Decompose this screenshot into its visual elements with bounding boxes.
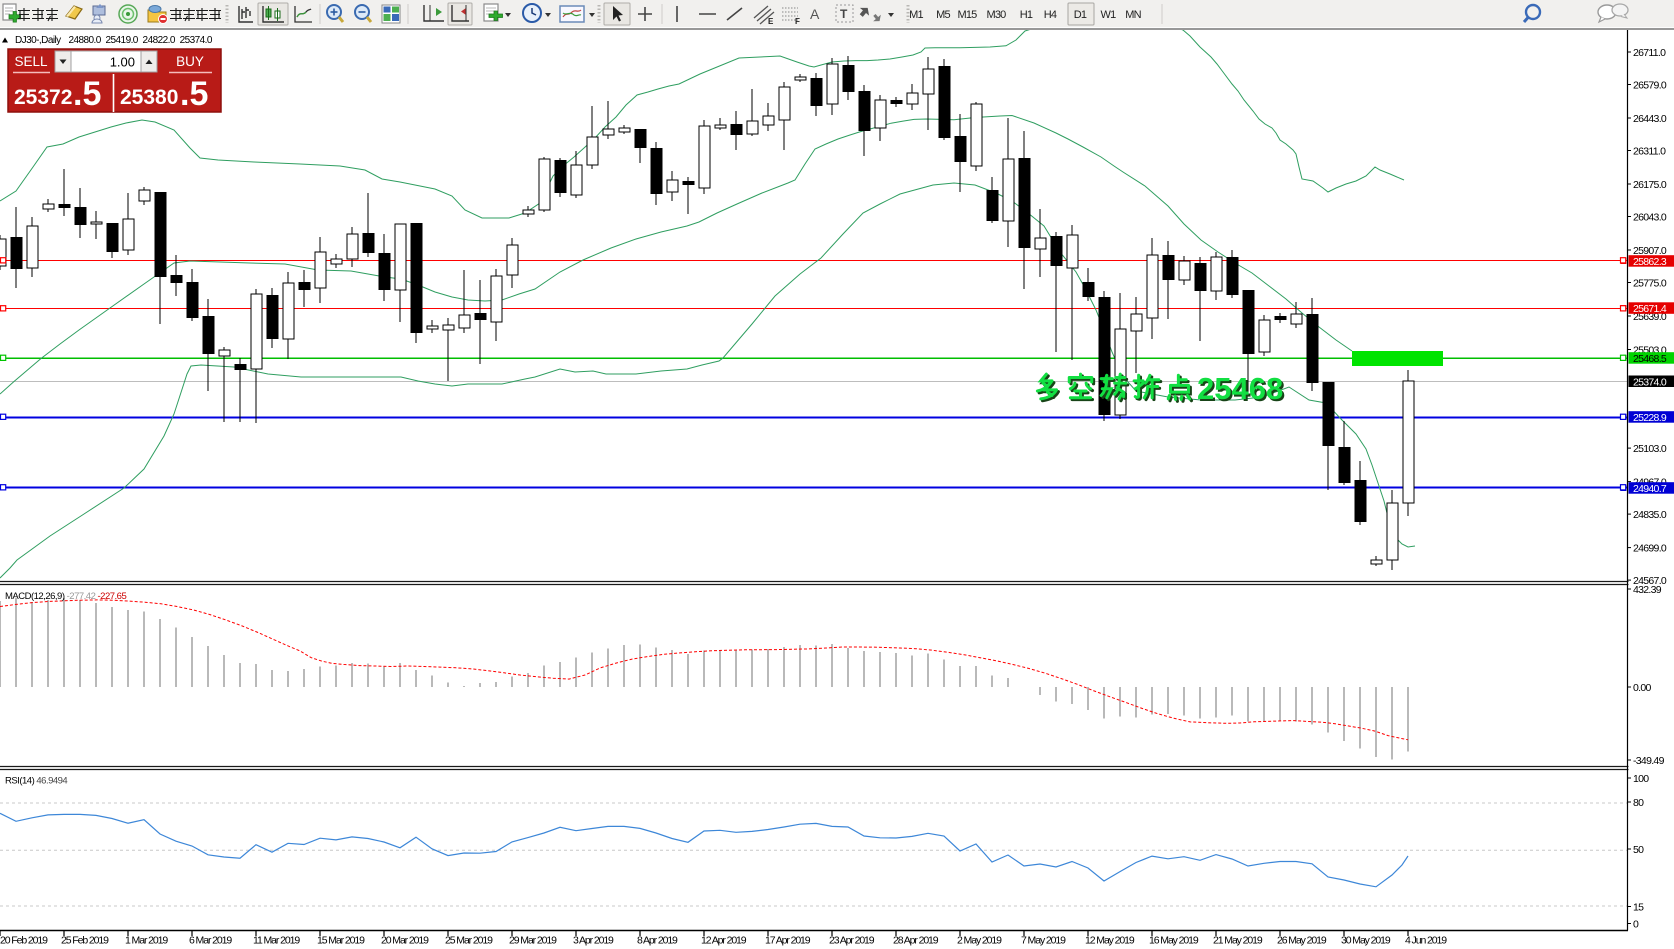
svg-text:15 Mar 2019: 15 Mar 2019 <box>317 935 365 947</box>
svg-text:26043.0: 26043.0 <box>1633 211 1667 223</box>
svg-text:24940.7: 24940.7 <box>1633 483 1667 495</box>
svg-text:26579.0: 26579.0 <box>1633 79 1667 91</box>
svg-text:25380: 25380 <box>120 86 178 109</box>
svg-text:24835.0: 24835.0 <box>1633 509 1667 521</box>
svg-text:1.00: 1.00 <box>110 55 135 70</box>
svg-text:DJ30-,Daily 24880.0 25419.0 2: DJ30-,Daily 24880.0 25419.0 24822.0 2537… <box>15 35 213 46</box>
svg-text:11 Mar 2019: 11 Mar 2019 <box>253 935 300 947</box>
svg-text:16 May 2019: 16 May 2019 <box>1149 935 1199 947</box>
svg-text:20 Mar 2019: 20 Mar 2019 <box>381 935 429 947</box>
svg-text:28 Apr 2019: 28 Apr 2019 <box>893 935 939 947</box>
svg-text:12 May 2019: 12 May 2019 <box>1085 935 1135 947</box>
svg-text:M30: M30 <box>987 9 1007 21</box>
svg-text:.5: .5 <box>73 75 101 113</box>
svg-text:26175.0: 26175.0 <box>1633 179 1667 191</box>
svg-text:25 Mar 2019: 25 Mar 2019 <box>445 935 493 947</box>
svg-text:25639.0: 25639.0 <box>1633 311 1667 323</box>
svg-text:3 Apr 2019: 3 Apr 2019 <box>573 935 614 947</box>
svg-text:25862.3: 25862.3 <box>1633 256 1667 268</box>
svg-text:24567.0: 24567.0 <box>1633 575 1667 587</box>
svg-text:50: 50 <box>1633 844 1644 856</box>
svg-text:8 Apr 2019: 8 Apr 2019 <box>637 935 678 947</box>
svg-text:0: 0 <box>1633 918 1639 930</box>
svg-text:29 Mar 2019: 29 Mar 2019 <box>509 935 557 947</box>
svg-text:25 Feb 2019: 25 Feb 2019 <box>61 935 109 947</box>
svg-text:M1: M1 <box>909 9 923 21</box>
svg-text:F: F <box>795 17 800 26</box>
svg-text:26311.0: 26311.0 <box>1633 145 1666 157</box>
svg-text:M15: M15 <box>958 9 978 21</box>
svg-text:26443.0: 26443.0 <box>1633 113 1667 125</box>
svg-text:MACD(12,26,9) -277.42 -227.65: MACD(12,26,9) -277.42 -227.65 <box>5 591 126 602</box>
svg-text:A: A <box>810 6 820 22</box>
svg-text:26711.0: 26711.0 <box>1633 47 1666 59</box>
svg-text:20 Feb 2019: 20 Feb 2019 <box>0 935 48 947</box>
svg-text:-349.49: -349.49 <box>1633 755 1665 767</box>
svg-text:30 May 2019: 30 May 2019 <box>1341 935 1391 947</box>
svg-text:0.00: 0.00 <box>1633 682 1651 694</box>
svg-text:24699.0: 24699.0 <box>1633 543 1667 555</box>
svg-text:4 Jun 2019: 4 Jun 2019 <box>1405 935 1447 947</box>
svg-text:25468.5: 25468.5 <box>1633 353 1667 365</box>
svg-text:25103.0: 25103.0 <box>1633 443 1667 455</box>
svg-text:25228.9: 25228.9 <box>1633 412 1667 424</box>
svg-text:25468: 25468 <box>1197 371 1283 406</box>
svg-text:17 Apr 2019: 17 Apr 2019 <box>765 935 811 947</box>
svg-text:80: 80 <box>1633 797 1644 809</box>
svg-text:2 May 2019: 2 May 2019 <box>957 935 1002 947</box>
svg-text:25907.0: 25907.0 <box>1633 245 1667 257</box>
svg-text:25775.0: 25775.0 <box>1633 277 1667 289</box>
svg-text:432.39: 432.39 <box>1633 584 1662 596</box>
svg-text:E: E <box>768 17 774 26</box>
svg-text:6 Mar 2019: 6 Mar 2019 <box>189 935 232 947</box>
svg-text:.5: .5 <box>180 75 208 113</box>
svg-text:RSI(14) 46.9494: RSI(14) 46.9494 <box>5 776 67 787</box>
svg-text:M5: M5 <box>936 9 950 21</box>
svg-text:T: T <box>840 7 848 21</box>
svg-text:12 Apr 2019: 12 Apr 2019 <box>701 935 747 947</box>
svg-text:D1: D1 <box>1074 9 1087 21</box>
svg-text:W1: W1 <box>1101 9 1117 21</box>
svg-text:H1: H1 <box>1020 9 1033 21</box>
svg-text:SELL: SELL <box>14 54 48 69</box>
svg-text:26 May 2019: 26 May 2019 <box>1277 935 1327 947</box>
svg-text:25374.0: 25374.0 <box>1633 376 1667 388</box>
svg-text:25372: 25372 <box>14 86 72 109</box>
svg-text:23 Apr 2019: 23 Apr 2019 <box>829 935 875 947</box>
svg-text:25468: 25468 <box>1199 373 1285 408</box>
svg-text:BUY: BUY <box>176 54 204 69</box>
svg-text:MN: MN <box>1125 9 1141 21</box>
svg-text:7 May 2019: 7 May 2019 <box>1021 935 1066 947</box>
svg-text:H4: H4 <box>1044 9 1057 21</box>
svg-text:15: 15 <box>1633 901 1644 913</box>
svg-text:1 Mar 2019: 1 Mar 2019 <box>125 935 168 947</box>
svg-text:25671.4: 25671.4 <box>1633 303 1667 315</box>
svg-text:100: 100 <box>1633 773 1649 785</box>
svg-text:21 May 2019: 21 May 2019 <box>1213 935 1263 947</box>
